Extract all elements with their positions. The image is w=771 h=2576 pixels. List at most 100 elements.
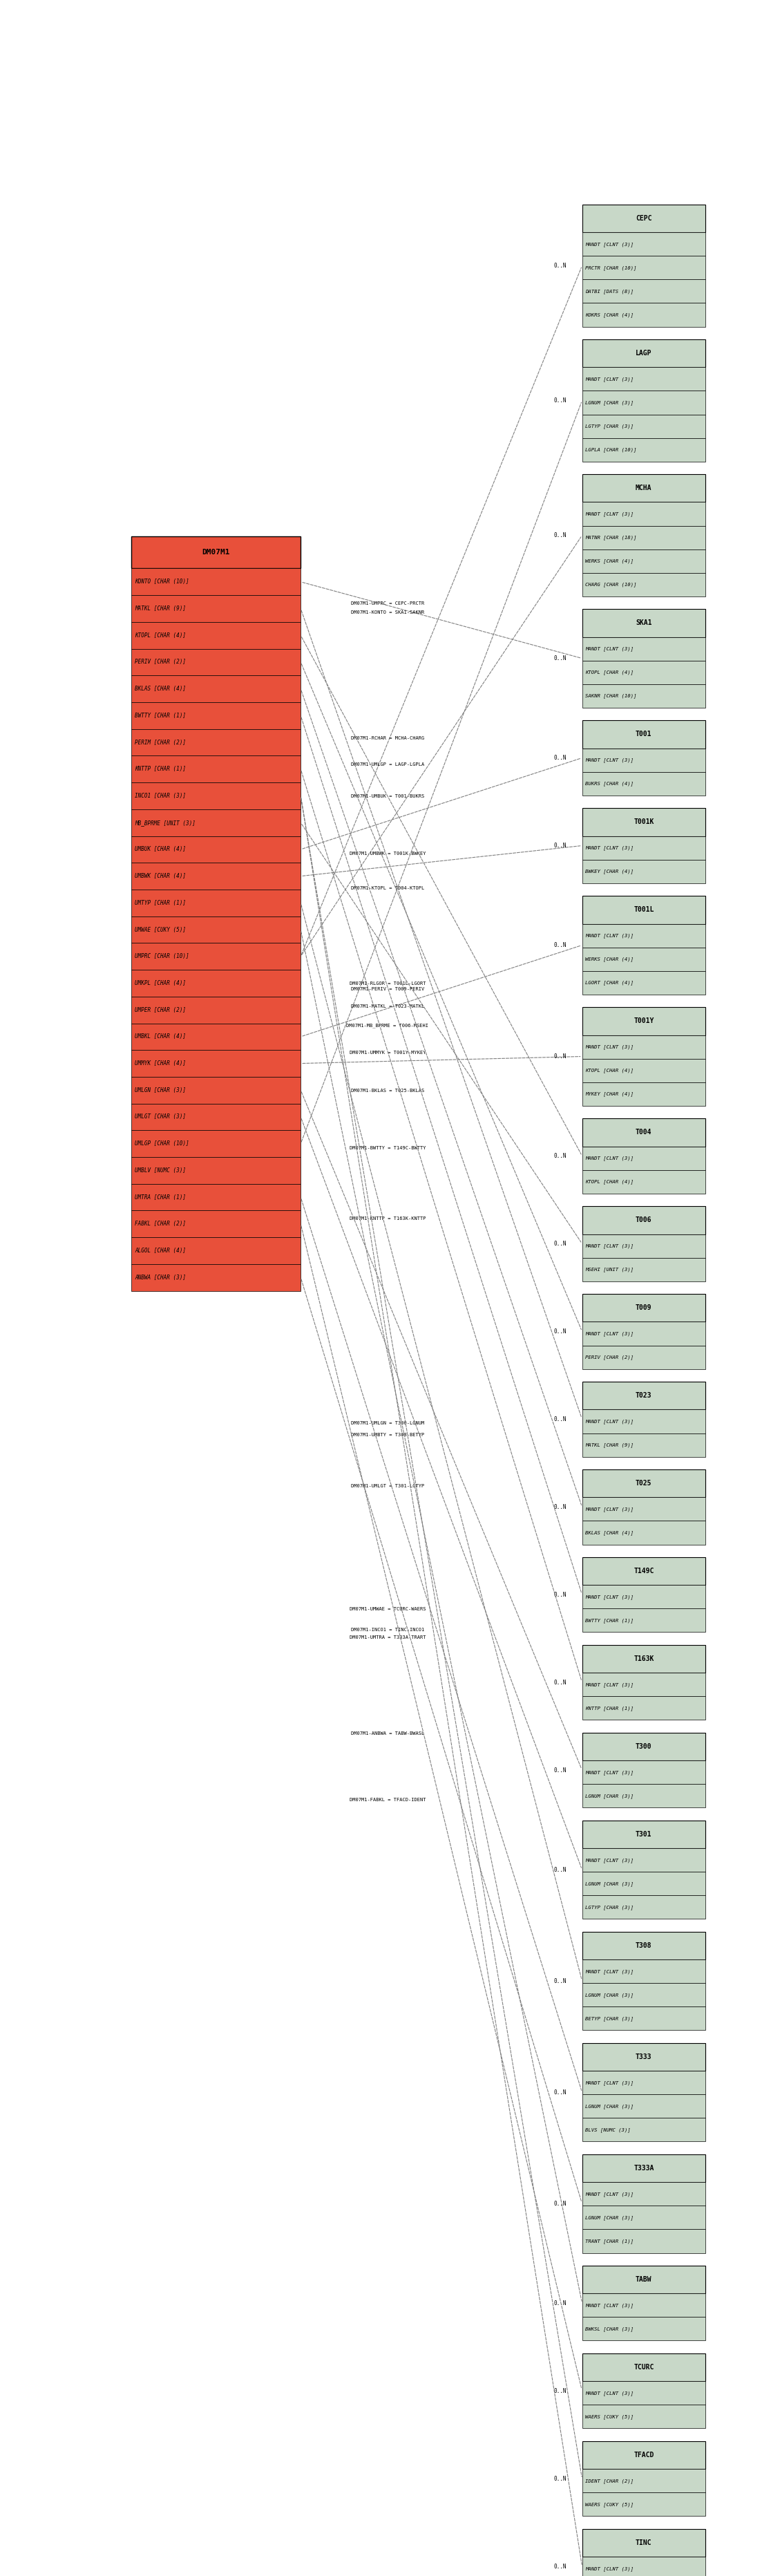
FancyBboxPatch shape bbox=[582, 1118, 705, 1146]
FancyBboxPatch shape bbox=[582, 2406, 705, 2429]
Text: MANDT [CLNT (3)]: MANDT [CLNT (3)] bbox=[585, 1682, 634, 1687]
FancyBboxPatch shape bbox=[131, 863, 301, 889]
Text: UMBKL [CHAR (4)]: UMBKL [CHAR (4)] bbox=[135, 1033, 186, 1041]
Text: 0..N: 0..N bbox=[554, 842, 567, 848]
FancyBboxPatch shape bbox=[582, 636, 705, 659]
Text: LGNUM [CHAR (3)]: LGNUM [CHAR (3)] bbox=[585, 1994, 634, 1996]
Text: DM07M1-PERIV = T009-PERIV: DM07M1-PERIV = T009-PERIV bbox=[351, 987, 424, 992]
FancyBboxPatch shape bbox=[582, 340, 705, 368]
FancyBboxPatch shape bbox=[582, 2094, 705, 2117]
FancyBboxPatch shape bbox=[582, 773, 705, 796]
Text: SAKNR [CHAR (10)]: SAKNR [CHAR (10)] bbox=[585, 693, 637, 698]
Text: 0..N: 0..N bbox=[554, 755, 567, 760]
Text: KNTTP [CHAR (1)]: KNTTP [CHAR (1)] bbox=[135, 765, 186, 773]
Text: DM07M1-UMMYK = T001Y-MYKEY: DM07M1-UMMYK = T001Y-MYKEY bbox=[349, 1051, 426, 1054]
Text: UMPER [CHAR (2)]: UMPER [CHAR (2)] bbox=[135, 1007, 186, 1012]
Text: MANDT [CLNT (3)]: MANDT [CLNT (3)] bbox=[585, 2303, 634, 2308]
FancyBboxPatch shape bbox=[582, 2558, 705, 2576]
Text: MYKEY [CHAR (4)]: MYKEY [CHAR (4)] bbox=[585, 1092, 634, 1097]
FancyBboxPatch shape bbox=[582, 1206, 705, 1234]
FancyBboxPatch shape bbox=[131, 997, 301, 1023]
FancyBboxPatch shape bbox=[131, 595, 301, 621]
Text: DM07M1-ANBWA = TABW-BWASL: DM07M1-ANBWA = TABW-BWASL bbox=[351, 1731, 424, 1736]
FancyBboxPatch shape bbox=[582, 2380, 705, 2406]
FancyBboxPatch shape bbox=[131, 569, 301, 595]
Text: T301: T301 bbox=[635, 1832, 652, 1837]
Text: BWKEY [CHAR (4)]: BWKEY [CHAR (4)] bbox=[585, 868, 634, 873]
Text: MANDT [CLNT (3)]: MANDT [CLNT (3)] bbox=[585, 2081, 634, 2084]
Text: MANDT [CLNT (3)]: MANDT [CLNT (3)] bbox=[585, 242, 634, 247]
Text: MANDT [CLNT (3)]: MANDT [CLNT (3)] bbox=[585, 1043, 634, 1048]
FancyBboxPatch shape bbox=[582, 1321, 705, 1345]
Text: 0..N: 0..N bbox=[554, 1329, 567, 1334]
FancyBboxPatch shape bbox=[582, 1759, 705, 1785]
Text: DM07M1-UMLGP = LAGP-LGPLA: DM07M1-UMLGP = LAGP-LGPLA bbox=[351, 762, 424, 768]
Text: DM07M1-RLGOR = T001L-LGORT: DM07M1-RLGOR = T001L-LGORT bbox=[349, 981, 426, 987]
FancyBboxPatch shape bbox=[582, 685, 705, 708]
Text: DM07M1-INCO1 = TINC-INCO1: DM07M1-INCO1 = TINC-INCO1 bbox=[351, 1628, 424, 1633]
Text: KTOPL [CHAR (4)]: KTOPL [CHAR (4)] bbox=[135, 631, 186, 639]
Text: LGORT [CHAR (4)]: LGORT [CHAR (4)] bbox=[585, 981, 634, 984]
Text: UMTRA [CHAR (1)]: UMTRA [CHAR (1)] bbox=[135, 1195, 186, 1200]
Text: DM07M1-KNTTP = T163K-KNTTP: DM07M1-KNTTP = T163K-KNTTP bbox=[349, 1216, 426, 1221]
FancyBboxPatch shape bbox=[582, 721, 705, 747]
Text: KTOPL [CHAR (4)]: KTOPL [CHAR (4)] bbox=[585, 670, 634, 675]
Text: DM07M1-BWTTY = T149C-BWTTY: DM07M1-BWTTY = T149C-BWTTY bbox=[349, 1146, 426, 1149]
FancyBboxPatch shape bbox=[582, 204, 705, 232]
Text: UMBLV [NUMC (3)]: UMBLV [NUMC (3)] bbox=[135, 1167, 186, 1175]
Text: INCO1 [CHAR (3)]: INCO1 [CHAR (3)] bbox=[135, 793, 186, 799]
FancyBboxPatch shape bbox=[582, 948, 705, 971]
Text: TCURC: TCURC bbox=[634, 2365, 654, 2370]
Text: UMKPL [CHAR (4)]: UMKPL [CHAR (4)] bbox=[135, 979, 186, 987]
Text: T308: T308 bbox=[635, 1942, 652, 1950]
FancyBboxPatch shape bbox=[582, 526, 705, 549]
FancyBboxPatch shape bbox=[582, 1497, 705, 1520]
FancyBboxPatch shape bbox=[131, 1051, 301, 1077]
Text: MANDT [CLNT (3)]: MANDT [CLNT (3)] bbox=[585, 1968, 634, 1973]
FancyBboxPatch shape bbox=[582, 747, 705, 773]
Text: T001K: T001K bbox=[634, 819, 654, 824]
Text: MANDT [CLNT (3)]: MANDT [CLNT (3)] bbox=[585, 376, 634, 381]
FancyBboxPatch shape bbox=[582, 2043, 705, 2071]
Text: PERIV [CHAR (2)]: PERIV [CHAR (2)] bbox=[585, 1355, 634, 1360]
FancyBboxPatch shape bbox=[582, 281, 705, 304]
Text: MANDT [CLNT (3)]: MANDT [CLNT (3)] bbox=[585, 1507, 634, 1512]
Text: ALGOL [CHAR (4)]: ALGOL [CHAR (4)] bbox=[135, 1247, 186, 1255]
FancyBboxPatch shape bbox=[582, 304, 705, 327]
Text: T009: T009 bbox=[635, 1303, 652, 1311]
FancyBboxPatch shape bbox=[131, 1211, 301, 1236]
FancyBboxPatch shape bbox=[131, 1236, 301, 1265]
FancyBboxPatch shape bbox=[582, 255, 705, 281]
FancyBboxPatch shape bbox=[582, 2071, 705, 2094]
FancyBboxPatch shape bbox=[582, 659, 705, 685]
Text: T023: T023 bbox=[635, 1391, 652, 1399]
Text: MANDT [CLNT (3)]: MANDT [CLNT (3)] bbox=[585, 1770, 634, 1775]
FancyBboxPatch shape bbox=[582, 2205, 705, 2228]
FancyBboxPatch shape bbox=[131, 621, 301, 649]
FancyBboxPatch shape bbox=[582, 1257, 705, 1280]
Text: TFACD: TFACD bbox=[634, 2452, 654, 2458]
Text: KONTO [CHAR (10)]: KONTO [CHAR (10)] bbox=[135, 580, 189, 585]
FancyBboxPatch shape bbox=[131, 1077, 301, 1103]
Text: BETYP [CHAR (3)]: BETYP [CHAR (3)] bbox=[585, 2017, 634, 2020]
FancyBboxPatch shape bbox=[582, 1584, 705, 1607]
FancyBboxPatch shape bbox=[582, 1409, 705, 1432]
FancyBboxPatch shape bbox=[582, 392, 705, 415]
FancyBboxPatch shape bbox=[582, 1672, 705, 1698]
FancyBboxPatch shape bbox=[131, 889, 301, 917]
FancyBboxPatch shape bbox=[582, 1059, 705, 1082]
Text: MANDT [CLNT (3)]: MANDT [CLNT (3)] bbox=[585, 933, 634, 938]
FancyBboxPatch shape bbox=[582, 1896, 705, 1919]
FancyBboxPatch shape bbox=[582, 1146, 705, 1170]
Text: MANDT [CLNT (3)]: MANDT [CLNT (3)] bbox=[585, 2391, 634, 2396]
Text: T001L: T001L bbox=[634, 907, 654, 914]
Text: WERKS [CHAR (4)]: WERKS [CHAR (4)] bbox=[585, 956, 634, 961]
Text: LGTYP [CHAR (3)]: LGTYP [CHAR (3)] bbox=[585, 1904, 634, 1909]
Text: BKLAS [CHAR (4)]: BKLAS [CHAR (4)] bbox=[585, 1530, 634, 1535]
FancyBboxPatch shape bbox=[582, 1468, 705, 1497]
Text: 0..N: 0..N bbox=[554, 2300, 567, 2306]
Text: DM07M1-MB_BPRME = T006-MSEHI: DM07M1-MB_BPRME = T006-MSEHI bbox=[346, 1023, 429, 1028]
Text: MSEHI [UNIT (3)]: MSEHI [UNIT (3)] bbox=[585, 1267, 634, 1273]
FancyBboxPatch shape bbox=[582, 1293, 705, 1321]
Text: MANDT [CLNT (3)]: MANDT [CLNT (3)] bbox=[585, 513, 634, 515]
